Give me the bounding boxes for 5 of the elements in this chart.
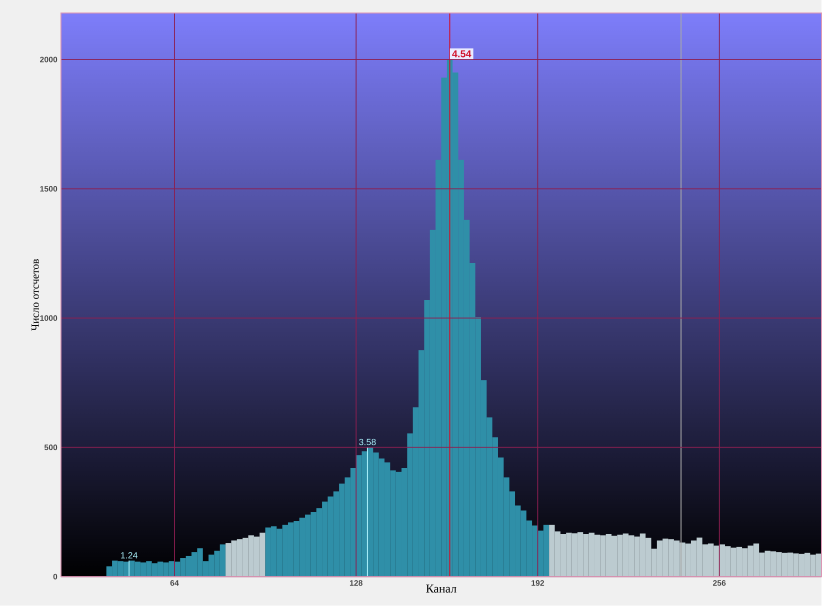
x-axis-title: Канал [426, 584, 456, 593]
annotation: 3.58 [359, 439, 376, 446]
annotation: 4.54 [452, 50, 472, 58]
annotation: 1.24 [121, 552, 138, 559]
y-axis-title: Число отсчетов [32, 259, 39, 331]
